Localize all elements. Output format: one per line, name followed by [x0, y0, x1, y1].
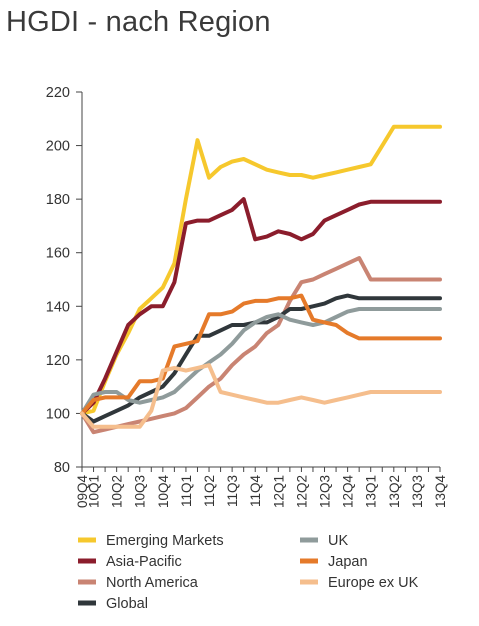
series-lines: [80, 124, 442, 435]
y-tick-label: 100: [46, 406, 70, 422]
y-tick-label: 140: [46, 299, 70, 315]
series-line-north-america: [80, 256, 442, 435]
legend-label-europe-ex-uk: Europe ex UK: [328, 575, 419, 591]
x-tick-label: 10Q1: [87, 475, 102, 508]
legend-label-uk: UK: [328, 533, 348, 549]
x-tick-label: 13Q4: [433, 475, 448, 509]
series-line-japan: [80, 293, 442, 416]
legend-label-asia-pacific: Asia-Pacific: [106, 554, 182, 570]
x-tick-label: 12Q1: [271, 475, 286, 508]
series-line-global: [80, 293, 442, 424]
legend-label-japan: Japan: [328, 554, 368, 570]
y-tick-label: 180: [46, 192, 70, 208]
x-tick-label: 13Q1: [364, 475, 379, 508]
y-tick-label: 200: [46, 139, 70, 155]
series-line-emerging-markets: [80, 124, 442, 416]
legend-label-emerging-markets: Emerging Markets: [106, 533, 224, 549]
x-tick-label: 13Q3: [410, 475, 425, 508]
x-tick-label: 09Q4: [75, 475, 90, 509]
legend-label-global: Global: [106, 596, 148, 612]
x-tick-label: 12Q3: [318, 475, 333, 508]
y-tick-label: 160: [46, 246, 70, 262]
legend-label-north-america: North America: [106, 575, 199, 591]
chart-title: HGDI - nach Region: [6, 6, 271, 38]
y-tick-label: 220: [46, 85, 70, 101]
legend: Emerging Markets UK Asia-Pacific Japan North…: [78, 533, 419, 612]
x-tick-label: 12Q4: [341, 475, 356, 509]
x-tick-label: 10Q2: [110, 475, 125, 508]
x-tick-label: 13Q2: [387, 475, 402, 508]
series-line-asia-pacific: [80, 197, 442, 416]
y-tick-label: 120: [46, 353, 70, 369]
x-tick-label: 12Q2: [294, 475, 309, 508]
x-tick-label: 11Q2: [202, 475, 217, 507]
x-tick-label: 10Q3: [133, 475, 148, 508]
series-line-uk: [80, 307, 442, 416]
x-tick-label: 11Q3: [225, 475, 240, 507]
y-tick-label: 80: [54, 460, 70, 476]
x-tick-label: 10Q4: [156, 475, 171, 509]
x-tick-label: 11Q1: [179, 475, 194, 507]
y-axis: 80 100 120 140 160 180 200 220: [46, 85, 83, 476]
x-tick-label: 11Q4: [248, 475, 263, 508]
series-line-europe-ex-uk: [80, 363, 442, 429]
